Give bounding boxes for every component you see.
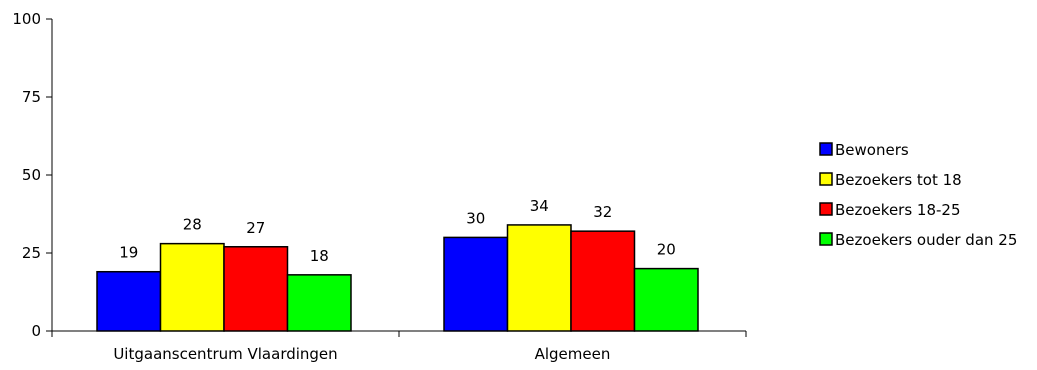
legend-swatch: [819, 142, 833, 156]
bar: [286, 274, 352, 332]
bar: [443, 236, 509, 332]
y-axis: 0 25 50 75 100: [12, 10, 53, 340]
data-labels: 19 28 27 18 30 34 32 20: [119, 197, 676, 265]
x-category-label: Uitgaanscentrum Vlaardingen: [113, 345, 337, 363]
legend-swatch: [819, 172, 833, 186]
y-tick-label: 75: [22, 88, 41, 106]
data-label: 32: [593, 203, 612, 221]
data-label: 18: [310, 247, 329, 265]
y-tick-label: 0: [31, 322, 41, 340]
y-tick-label: 50: [22, 166, 41, 184]
data-label: 19: [119, 244, 138, 262]
legend-swatch: [819, 232, 833, 246]
data-label: 28: [183, 216, 202, 234]
legend: Bewoners Bezoekers tot 18 Bezoekers 18-25 B…: [819, 141, 1017, 249]
data-label: 34: [530, 197, 549, 215]
legend-label: Bezoekers tot 18: [835, 171, 962, 189]
data-label: 27: [246, 219, 265, 237]
bar: [159, 242, 225, 332]
bar: [633, 267, 699, 332]
legend-label: Bezoekers ouder dan 25: [835, 231, 1017, 249]
y-tick-label: 25: [22, 244, 41, 262]
bars: [96, 224, 699, 332]
data-label: 20: [657, 241, 676, 259]
x-axis: Uitgaanscentrum Vlaardingen Algemeen: [51, 330, 747, 363]
legend-swatch: [819, 202, 833, 216]
data-label: 30: [466, 209, 485, 227]
bar: [570, 230, 636, 332]
bar: [96, 270, 162, 332]
x-category-label: Algemeen: [535, 345, 611, 363]
y-tick-label: 100: [12, 10, 41, 28]
bar: [506, 224, 572, 332]
bar: [223, 246, 289, 332]
legend-label: Bezoekers 18-25: [835, 201, 961, 219]
legend-label: Bewoners: [835, 141, 909, 159]
